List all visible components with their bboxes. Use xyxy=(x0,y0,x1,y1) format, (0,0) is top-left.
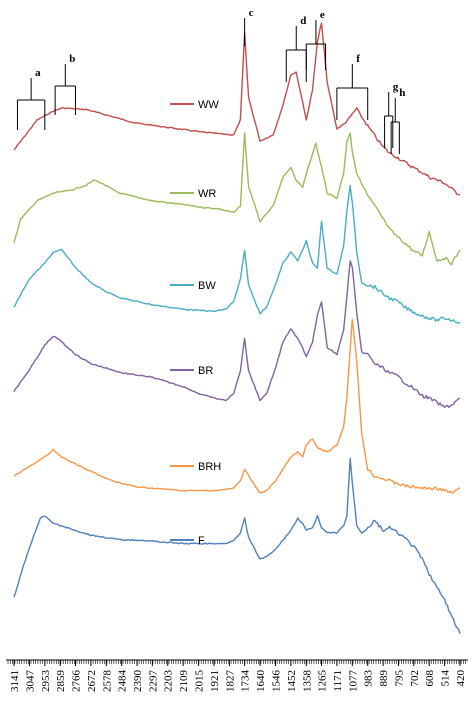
legend-label-wr: WR xyxy=(198,188,216,200)
series-line-wr xyxy=(13,132,461,266)
x-axis-tick-label: 2578 xyxy=(101,670,113,693)
x-axis-tick-label: 2672 xyxy=(86,670,98,692)
x-axis-tick-label: 3047 xyxy=(24,670,36,693)
peak-label-g: g xyxy=(393,81,399,93)
x-axis-tick-label: 795 xyxy=(394,670,406,687)
peak-bracket-d: d xyxy=(285,15,307,82)
peak-label-f: f xyxy=(356,53,360,65)
x-axis-tick-label: 514 xyxy=(440,670,452,687)
series-layer xyxy=(13,22,461,634)
peak-bracket-c: c xyxy=(244,7,254,46)
x-axis: 3141 3047 2953 2859 2766 2672 2578 2484 2390 2297… xyxy=(6,659,468,693)
x-axis-tick-label: 420 xyxy=(455,670,467,687)
legend-label-brh: BRH xyxy=(198,461,221,473)
x-axis-tick-label: 1265 xyxy=(316,670,328,693)
legend-label-bw: BW xyxy=(198,280,216,292)
x-axis-tick-label: 2109 xyxy=(178,670,190,693)
legend-label-f: F xyxy=(198,535,205,547)
legend-label-ww: WW xyxy=(198,99,219,111)
peak-bracket-b: b xyxy=(54,53,76,115)
x-axis-tick-label: 2766 xyxy=(70,670,82,693)
series-line-br xyxy=(13,260,461,408)
x-axis-tick-label: 1171 xyxy=(332,670,344,692)
x-axis-tick-label: 1640 xyxy=(255,670,267,693)
peak-bracket-a: a xyxy=(16,67,46,130)
x-axis-tick-label: 889 xyxy=(378,670,390,687)
x-axis-tick-label: 2015 xyxy=(194,670,206,693)
x-axis-tick-label: 2297 xyxy=(147,670,159,693)
peak-label-a: a xyxy=(35,67,41,79)
series-line-bw xyxy=(13,184,461,324)
peak-bracket-f: f xyxy=(336,53,369,120)
x-axis-tick-label: 2859 xyxy=(55,670,67,693)
x-axis-tick-label: 1827 xyxy=(224,670,236,693)
x-axis-tick-label: 983 xyxy=(363,670,375,687)
peak-label-b: b xyxy=(69,53,75,65)
peak-label-d: d xyxy=(300,15,306,27)
series-line-brh xyxy=(13,318,460,494)
peak-label-h: h xyxy=(399,87,405,99)
series-line-ww xyxy=(13,22,461,196)
x-axis-tick-label: 2390 xyxy=(132,670,144,693)
x-axis-tick-label: 1358 xyxy=(301,670,313,693)
x-axis-tick-label: 1921 xyxy=(209,670,221,692)
peak-bracket-h: h xyxy=(390,87,405,154)
peak-label-c: c xyxy=(249,7,254,19)
series-line-f xyxy=(13,457,461,634)
x-axis-tick-label: 1546 xyxy=(270,670,282,693)
x-axis-tick-label: 608 xyxy=(424,670,436,687)
legend-label-br: BR xyxy=(198,365,213,377)
peak-label-layer: a b c d e f g h xyxy=(16,7,405,154)
x-axis-tick-label: 1452 xyxy=(286,670,298,692)
x-axis-tick-label: 2953 xyxy=(40,670,52,693)
x-axis-tick-label: 1077 xyxy=(347,670,359,693)
peak-bracket-g: g xyxy=(384,81,399,148)
x-axis-tick-label: 2203 xyxy=(163,670,175,693)
peak-label-e: e xyxy=(320,9,325,21)
peak-bracket-e: e xyxy=(305,9,327,70)
x-axis-tick-label: 3141 xyxy=(9,670,21,692)
x-axis-tick-label: 2484 xyxy=(117,670,129,693)
legend-layer: WW WR BW BR BRH F xyxy=(170,99,221,547)
x-axis-tick-label: 1734 xyxy=(240,670,252,693)
x-axis-tick-label: 702 xyxy=(409,670,421,687)
